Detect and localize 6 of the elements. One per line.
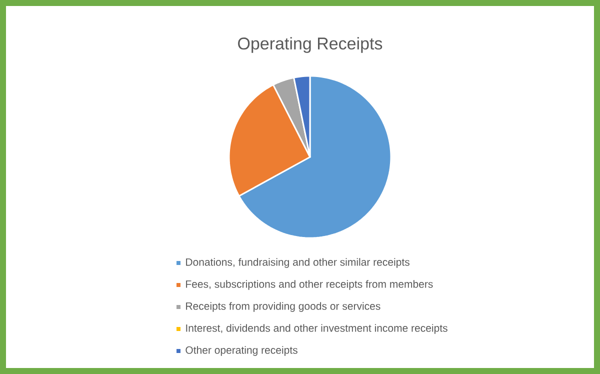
legend-label: Fees, subscriptions and other receipts from members (186, 280, 433, 290)
legend-label: Other operating receipts (186, 346, 298, 356)
legend-label: Donations, fundraising and other similar receipts (186, 258, 410, 268)
legend-label: Receipts from providing goods or services (186, 302, 380, 312)
chart-title: Operating Receipts (238, 37, 382, 53)
legend-label: Interest, dividends and other investment income receipts (186, 324, 448, 334)
